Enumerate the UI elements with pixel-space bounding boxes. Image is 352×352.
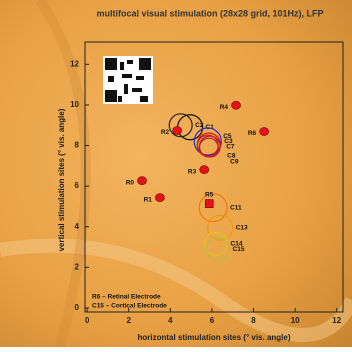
x-tick-label: 6 <box>210 316 215 325</box>
cortical-label: C14 <box>231 241 243 248</box>
cortical-label: C3 <box>224 138 233 145</box>
y-tick-label: 4 <box>75 222 80 231</box>
cortical-field <box>168 113 193 138</box>
cortical-label: C8 <box>227 152 236 159</box>
cortical-field <box>207 214 234 241</box>
cortical-field <box>204 231 229 256</box>
retinal-electrode <box>259 127 269 136</box>
y-tick-label: 2 <box>75 262 80 271</box>
y-tick-label: 12 <box>70 59 79 68</box>
retinal-electrode <box>172 126 182 135</box>
cortical-label: C2 <box>195 122 204 129</box>
cortical-label: C7 <box>226 143 235 150</box>
y-tick-label: 0 <box>75 303 80 312</box>
texture <box>0 238 352 342</box>
cortical-label: C13 <box>236 224 248 231</box>
retinal-electrode <box>231 101 241 110</box>
x-tick-label: 10 <box>291 316 300 325</box>
y-tick-label: 8 <box>75 141 80 150</box>
plot-frame <box>84 41 344 313</box>
cortical-label: C15 <box>233 246 245 253</box>
x-tick-label: 4 <box>168 316 173 325</box>
x-tick-label: 2 <box>126 316 131 325</box>
retinal-label: R0 <box>126 179 135 186</box>
legend-entry: C15 – Cortical Electrode <box>92 303 167 310</box>
x-tick-label: 0 <box>85 316 90 325</box>
qr-code <box>103 56 153 104</box>
retinal-electrode <box>199 165 210 174</box>
x-axis-label: horizontal stimulation sites (° vis. ang… <box>138 333 291 342</box>
retinal-label: R5 <box>205 191 214 198</box>
retinal-label: R1 <box>144 196 153 203</box>
chart-title: multifocal visual stimulation (28x28 gri… <box>96 8 323 18</box>
cortical-field <box>206 237 231 262</box>
y-tick-label: 6 <box>75 181 80 190</box>
cortical-field <box>196 134 219 157</box>
retinal-label: R2 <box>161 129 170 136</box>
retinal-label: R4 <box>220 104 229 111</box>
retinal-label: R3 <box>188 168 197 175</box>
x-tick-label: 12 <box>332 316 341 325</box>
cortical-label: C5 <box>223 133 232 140</box>
cortical-field <box>198 193 228 223</box>
cortical-field <box>193 127 222 156</box>
cortical-label: C9 <box>230 158 239 165</box>
y-tick-label: 10 <box>70 100 79 109</box>
retinal-electrode <box>155 193 165 203</box>
cortical-label: C11 <box>230 204 242 211</box>
retinal-label: R6 <box>248 130 257 137</box>
retinal-electrode <box>137 176 147 185</box>
y-axis-label: vertical stimulation sites (° vis. angle… <box>57 108 66 251</box>
legend-entry: R6 – Retinal Electrode <box>92 294 161 301</box>
retinal-electrode <box>204 199 214 208</box>
cortical-label: C1 <box>206 124 215 131</box>
x-tick-label: 8 <box>251 316 256 325</box>
